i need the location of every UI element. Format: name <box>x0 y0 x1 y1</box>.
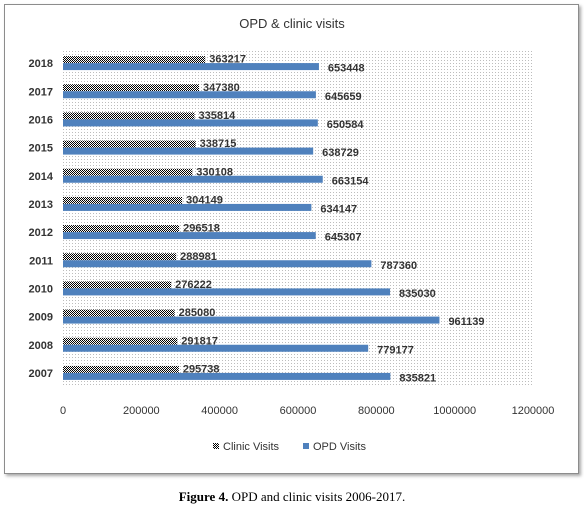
plot-area <box>63 49 533 387</box>
data-label-clinic: 347380 <box>203 82 240 94</box>
bar-clinic-visits <box>63 168 193 176</box>
bar-clinic-visits <box>63 84 200 92</box>
y-tick-label: 2009 <box>29 312 53 324</box>
legend-opd-visits: OPD Visits <box>313 441 366 453</box>
bar-clinic-visits <box>63 281 172 289</box>
data-label-opd: 835821 <box>399 372 436 384</box>
y-tick-label: 2013 <box>29 199 53 211</box>
x-tick-label: 200000 <box>123 405 160 417</box>
y-tick-label: 2016 <box>29 114 53 126</box>
data-label-clinic: 296518 <box>183 223 220 235</box>
x-tick-label: 800000 <box>358 405 395 417</box>
bar-opd-visits <box>63 288 391 296</box>
bar-opd-visits <box>63 175 323 183</box>
data-label-clinic: 288981 <box>180 251 217 263</box>
x-tick-label: 600000 <box>280 405 317 417</box>
y-tick-label: 2017 <box>29 86 53 98</box>
data-label-opd: 835030 <box>399 288 436 300</box>
bar-opd-visits <box>63 63 319 71</box>
legend-opd-visits-swatch <box>303 443 309 449</box>
bar-opd-visits <box>63 119 318 127</box>
data-label-opd: 638729 <box>322 147 359 159</box>
y-tick-label: 2007 <box>29 368 53 380</box>
y-tick-label: 2015 <box>29 143 53 155</box>
caption-text: OPD and clinic visits 2006-2017. <box>228 489 406 504</box>
bar-clinic-visits <box>63 225 180 233</box>
x-tick-label: 400000 <box>201 405 238 417</box>
y-tick-label: 2018 <box>29 58 53 70</box>
data-label-clinic: 304149 <box>186 194 223 206</box>
y-tick-label: 2011 <box>29 255 53 267</box>
bar-clinic-visits <box>63 253 177 261</box>
bar-opd-visits <box>63 91 316 99</box>
data-label-opd: 961139 <box>448 316 484 328</box>
data-label-opd: 645307 <box>325 232 362 244</box>
x-tick-label: 1200000 <box>512 405 555 417</box>
x-tick-label: 1000000 <box>433 405 476 417</box>
bar-opd-visits <box>63 147 314 155</box>
data-label-clinic: 330108 <box>196 166 233 178</box>
data-label-opd: 634147 <box>320 203 357 215</box>
bar-opd-visits <box>63 232 316 240</box>
data-label-clinic: 295738 <box>183 363 220 375</box>
legend-clinic-visits: Clinic Visits <box>223 441 280 453</box>
bar-clinic-visits <box>63 196 183 204</box>
bar-opd-visits <box>63 203 312 211</box>
data-label-clinic: 335814 <box>199 110 237 122</box>
bar-opd-visits <box>63 260 372 268</box>
figure-caption: Figure 4. OPD and clinic visits 2006-201… <box>0 489 584 505</box>
data-label-clinic: 338715 <box>200 138 237 150</box>
bar-clinic-visits <box>63 140 196 148</box>
y-tick-label: 2014 <box>29 171 54 183</box>
bar-opd-visits <box>63 372 391 380</box>
data-label-clinic: 285080 <box>179 307 216 319</box>
bar-opd-visits <box>63 344 369 352</box>
data-label-clinic: 291817 <box>181 335 218 347</box>
legend-clinic-visits-swatch <box>213 443 219 449</box>
data-label-clinic: 363217 <box>209 54 246 66</box>
chart-title: OPD & clinic visits <box>239 16 345 31</box>
data-label-clinic: 276222 <box>175 279 212 291</box>
data-label-opd: 645659 <box>325 91 362 103</box>
bar-clinic-visits <box>63 365 179 373</box>
caption-label: Figure 4. <box>178 489 229 504</box>
data-label-opd: 653448 <box>328 63 365 75</box>
bar-opd-visits <box>63 316 440 324</box>
bar-clinic-visits <box>63 56 206 64</box>
x-tick-label: 0 <box>60 405 66 417</box>
data-label-opd: 779177 <box>377 344 414 356</box>
y-tick-label: 2008 <box>29 340 53 352</box>
y-tick-label: 2010 <box>29 283 53 295</box>
bar-clinic-visits <box>63 309 175 317</box>
bar-clinic-visits <box>63 337 178 345</box>
data-label-opd: 787360 <box>380 260 417 272</box>
bar-clinic-visits <box>63 112 195 120</box>
y-tick-label: 2012 <box>29 227 53 239</box>
data-label-opd: 663154 <box>332 175 370 187</box>
data-label-opd: 650584 <box>327 119 365 131</box>
